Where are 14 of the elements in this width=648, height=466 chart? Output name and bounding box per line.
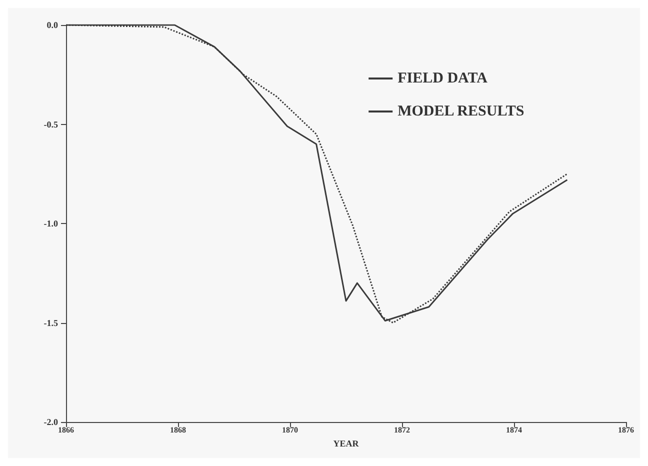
x-tick-label: 1870 xyxy=(282,426,298,434)
x-tick-label: 1872 xyxy=(394,426,410,434)
y-tick-label: 0.0 xyxy=(46,20,58,30)
y-tick-label: -1.5 xyxy=(44,318,58,328)
legend-label: FIELD DATA xyxy=(398,70,488,86)
y-tick-label: -2.0 xyxy=(44,417,58,427)
x-axis-title: YEAR xyxy=(333,438,360,448)
y-tick-label: -1.0 xyxy=(44,218,58,228)
x-tick-label: 1866 xyxy=(58,426,74,434)
x-tick-label: 1876 xyxy=(618,426,634,434)
x-tick-label: 1874 xyxy=(506,426,522,434)
y-tick-label: -0.5 xyxy=(44,119,58,130)
legend-label: MODEL RESULTS xyxy=(398,104,524,120)
x-tick-label: 1868 xyxy=(170,426,186,434)
